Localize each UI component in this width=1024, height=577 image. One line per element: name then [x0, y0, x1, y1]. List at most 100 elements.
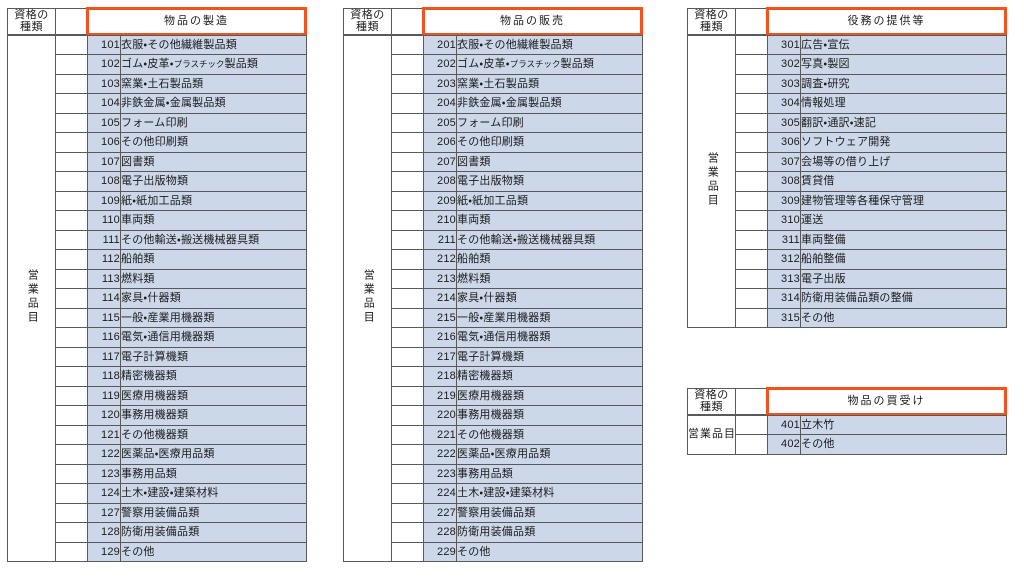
selection-checkbox-cell[interactable]: [55, 444, 88, 465]
selection-checkbox-cell[interactable]: [391, 346, 424, 368]
selection-checkbox-cell[interactable]: [391, 112, 424, 134]
selection-checkbox-cell[interactable]: [55, 54, 88, 75]
selection-checkbox-cell[interactable]: [55, 405, 88, 426]
selection-checkbox-cell[interactable]: [735, 268, 768, 290]
selection-checkbox-cell[interactable]: [391, 327, 424, 348]
selection-checkbox-cell[interactable]: [55, 249, 88, 270]
selection-checkbox-cell[interactable]: [55, 346, 88, 368]
selection-checkbox-cell[interactable]: [391, 385, 424, 407]
selection-checkbox-cell[interactable]: [55, 268, 88, 290]
selection-checkbox-cell[interactable]: [391, 54, 424, 75]
table-row: 営業品目 301 広告・宣伝: [687, 34, 1007, 329]
header-blank-cell: [735, 388, 768, 415]
item-code: 310: [767, 210, 801, 231]
item-name: その他輸送・搬送機械器具類: [456, 229, 643, 251]
item-name: 車両類: [456, 210, 643, 231]
selection-checkbox-cell[interactable]: [735, 229, 768, 251]
item-code: 302: [767, 54, 801, 75]
selection-checkbox-cell[interactable]: [735, 132, 768, 153]
selection-checkbox-cell[interactable]: [735, 93, 768, 114]
selection-checkbox-cell[interactable]: [735, 414, 768, 436]
table-title-purchase: 物品の買受け: [766, 387, 1007, 416]
selection-checkbox-cell[interactable]: [55, 190, 88, 212]
sales-items: 営業品目 201 衣服・その他繊維製品類 202 ゴム・皮革・プラスチック製品類 203 窯…: [343, 34, 643, 563]
item-name: 紙・紙加工品類: [456, 190, 643, 212]
selection-checkbox-cell[interactable]: [391, 522, 424, 543]
selection-checkbox-cell[interactable]: [55, 73, 88, 95]
selection-checkbox-cell[interactable]: [735, 73, 768, 95]
table-row: 203 窯業・土石製品類: [344, 73, 643, 95]
item-code: 229: [423, 541, 457, 563]
selection-checkbox-cell[interactable]: [391, 73, 424, 95]
selection-checkbox-cell[interactable]: [55, 132, 88, 153]
selection-checkbox-cell[interactable]: [55, 522, 88, 543]
selection-checkbox-cell[interactable]: [391, 424, 424, 446]
selection-checkbox-cell[interactable]: [735, 151, 768, 173]
selection-checkbox-cell[interactable]: [391, 93, 424, 114]
selection-checkbox-cell[interactable]: [55, 93, 88, 114]
purchase-items-body: 営業品目 401 立木竹 402 その他: [687, 414, 1007, 455]
selection-checkbox-cell[interactable]: [55, 327, 88, 348]
selection-checkbox-cell[interactable]: [391, 34, 424, 56]
selection-checkbox-cell[interactable]: [735, 210, 768, 231]
header-blank-cell: [735, 8, 768, 35]
selection-checkbox-cell[interactable]: [391, 190, 424, 212]
selection-checkbox-cell[interactable]: [391, 463, 424, 485]
selection-checkbox-cell[interactable]: [391, 249, 424, 270]
selection-checkbox-cell[interactable]: [391, 444, 424, 465]
selection-checkbox-cell[interactable]: [391, 210, 424, 231]
selection-checkbox-cell[interactable]: [391, 483, 424, 504]
item-name: 燃料類: [120, 268, 307, 290]
item-name: 土木・建設・建築材料: [120, 483, 307, 504]
table-row: 111 その他輸送・搬送機械器具類: [8, 229, 307, 251]
selection-checkbox-cell[interactable]: [55, 366, 88, 387]
selection-checkbox-cell[interactable]: [735, 171, 768, 192]
item-name: その他: [800, 434, 1007, 455]
item-code: 303: [767, 73, 801, 95]
item-name: 燃料類: [456, 268, 643, 290]
selection-checkbox-cell[interactable]: [55, 483, 88, 504]
item-code: 311: [767, 229, 801, 251]
selection-checkbox-cell[interactable]: [55, 229, 88, 251]
selection-checkbox-cell[interactable]: [391, 307, 424, 329]
selection-checkbox-cell[interactable]: [735, 249, 768, 270]
selection-checkbox-cell[interactable]: [391, 151, 424, 173]
selection-checkbox-cell[interactable]: [391, 502, 424, 524]
sales-grid: 資格の 種類 物品の販売: [343, 7, 643, 36]
selection-checkbox-cell[interactable]: [55, 210, 88, 231]
selection-checkbox-cell[interactable]: [735, 434, 768, 455]
selection-checkbox-cell[interactable]: [391, 229, 424, 251]
selection-checkbox-cell[interactable]: [391, 405, 424, 426]
selection-checkbox-cell[interactable]: [55, 151, 88, 173]
selection-checkbox-cell[interactable]: [55, 463, 88, 485]
table-title-manufacturing: 物品の製造: [86, 7, 307, 36]
item-code: 124: [87, 483, 121, 504]
selection-checkbox-cell[interactable]: [735, 288, 768, 309]
selection-checkbox-cell[interactable]: [55, 171, 88, 192]
selection-checkbox-cell[interactable]: [55, 307, 88, 329]
selection-checkbox-cell[interactable]: [391, 132, 424, 153]
selection-checkbox-cell[interactable]: [391, 541, 424, 563]
item-code: 220: [423, 405, 457, 426]
selection-checkbox-cell[interactable]: [55, 385, 88, 407]
selection-checkbox-cell[interactable]: [391, 268, 424, 290]
selection-checkbox-cell[interactable]: [55, 541, 88, 563]
selection-checkbox-cell[interactable]: [55, 112, 88, 134]
selection-checkbox-cell[interactable]: [735, 54, 768, 75]
selection-checkbox-cell[interactable]: [55, 424, 88, 446]
item-name: 紙・紙加工品類: [120, 190, 307, 212]
selection-checkbox-cell[interactable]: [55, 502, 88, 524]
item-code: 223: [423, 463, 457, 485]
item-name: 警察用装備品類: [120, 502, 307, 524]
selection-checkbox-cell[interactable]: [391, 288, 424, 309]
selection-checkbox-cell[interactable]: [391, 171, 424, 192]
selection-checkbox-cell[interactable]: [735, 34, 768, 56]
business-item-label-cell: 営業品目: [7, 34, 56, 563]
selection-checkbox-cell[interactable]: [55, 288, 88, 309]
selection-checkbox-cell[interactable]: [55, 34, 88, 56]
item-code: 217: [423, 346, 457, 368]
selection-checkbox-cell[interactable]: [391, 366, 424, 387]
selection-checkbox-cell[interactable]: [735, 307, 768, 329]
selection-checkbox-cell[interactable]: [735, 112, 768, 134]
selection-checkbox-cell[interactable]: [735, 190, 768, 212]
